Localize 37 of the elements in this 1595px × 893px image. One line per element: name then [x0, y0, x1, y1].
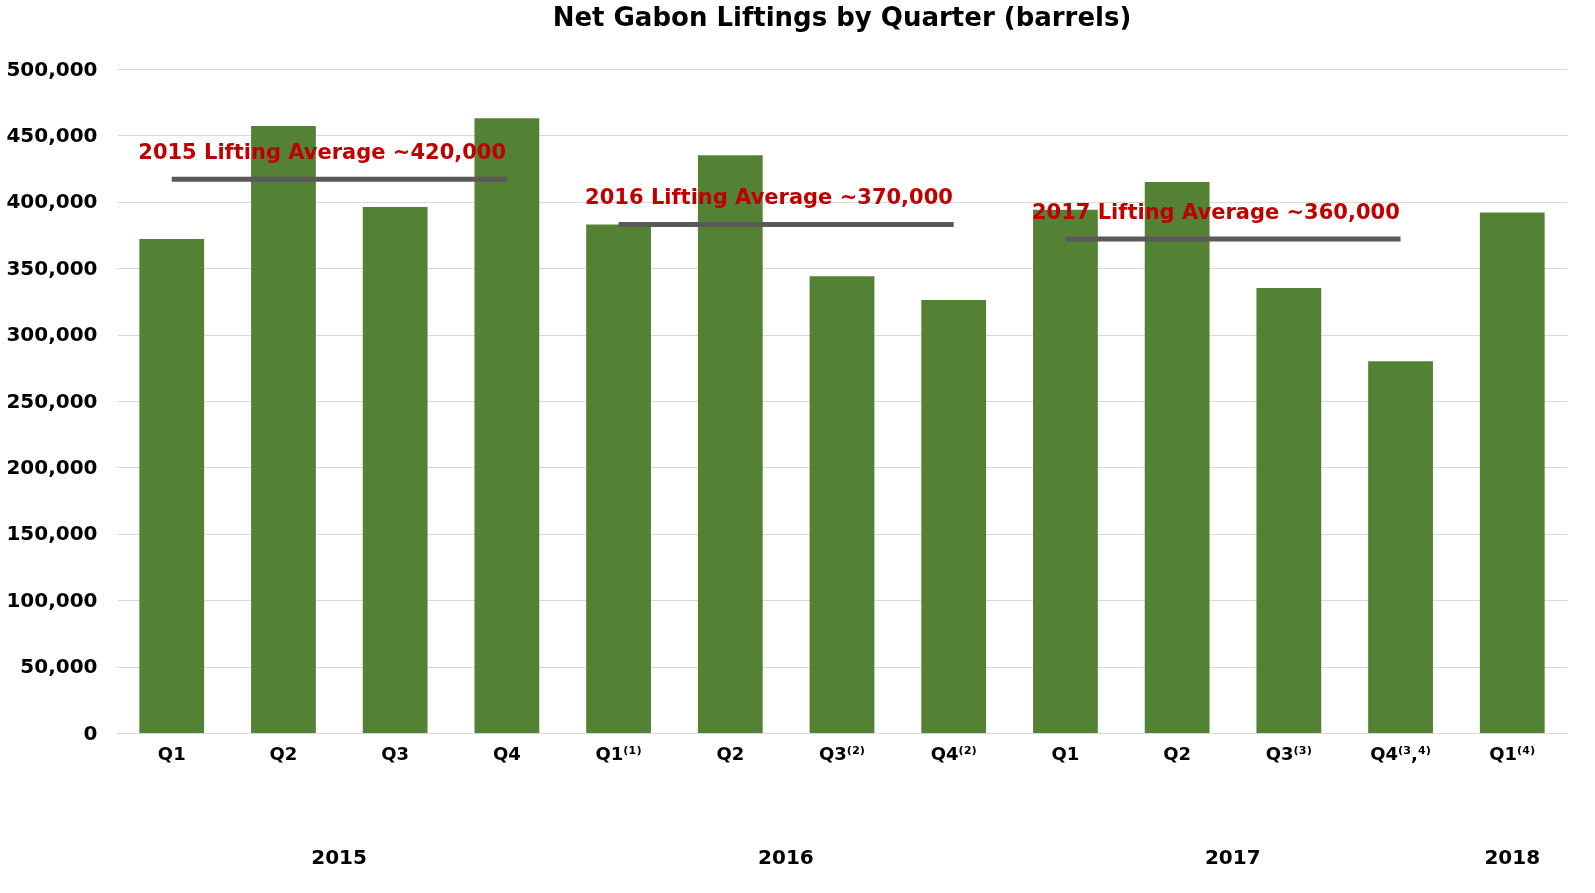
chart-title: Net Gabon Liftings by Quarter (barrels) — [552, 2, 1132, 32]
x-tick-label: Q2 — [716, 742, 745, 764]
x-tick-label: Q4⁽²⁾ — [930, 742, 977, 764]
y-tick-label: 350,000 — [6, 255, 98, 280]
bar — [1368, 361, 1433, 733]
x-tick-label: Q2 — [269, 742, 298, 764]
x-tick-label: Q3⁽³⁾ — [1265, 742, 1312, 764]
y-tick-label: 400,000 — [6, 189, 98, 214]
y-tick-label: 300,000 — [6, 322, 98, 347]
y-tick-label: 50,000 — [20, 654, 98, 679]
x-tick-label: Q1 — [157, 742, 186, 764]
bar — [586, 224, 651, 733]
y-tick-label: 150,000 — [6, 521, 98, 546]
bar — [1256, 288, 1322, 733]
y-tick-label: 250,000 — [6, 388, 98, 413]
y-tick-label: 500,000 — [6, 56, 98, 81]
text: 2015 — [311, 845, 367, 869]
bar — [362, 207, 428, 733]
bar — [139, 238, 205, 733]
x-tick-label: Q4⁽³,⁴⁾ — [1370, 742, 1431, 764]
x-tick-label: Q1 — [1051, 742, 1080, 764]
text: 2018 — [1484, 845, 1541, 869]
y-tick-label: 450,000 — [6, 122, 98, 147]
x-tick-label: Q3⁽²⁾ — [818, 742, 866, 764]
x-tick-label: Q3 — [381, 742, 410, 764]
text: 2017 — [1204, 845, 1261, 869]
y-tick-label: 200,000 — [6, 454, 98, 479]
text: 2016 — [758, 845, 814, 869]
x-tick-label: Q2 — [1163, 742, 1192, 764]
y-tick-label: 0 — [83, 720, 98, 745]
bar — [1479, 212, 1545, 733]
x-tick-label: Q1⁽¹⁾ — [595, 742, 642, 764]
x-tick-label: Q1⁽⁴⁾ — [1489, 742, 1536, 764]
bar — [809, 276, 875, 733]
y-tick-label: 100,000 — [6, 587, 98, 612]
bar — [921, 300, 987, 733]
x-tick-label: Q4 — [492, 742, 521, 764]
